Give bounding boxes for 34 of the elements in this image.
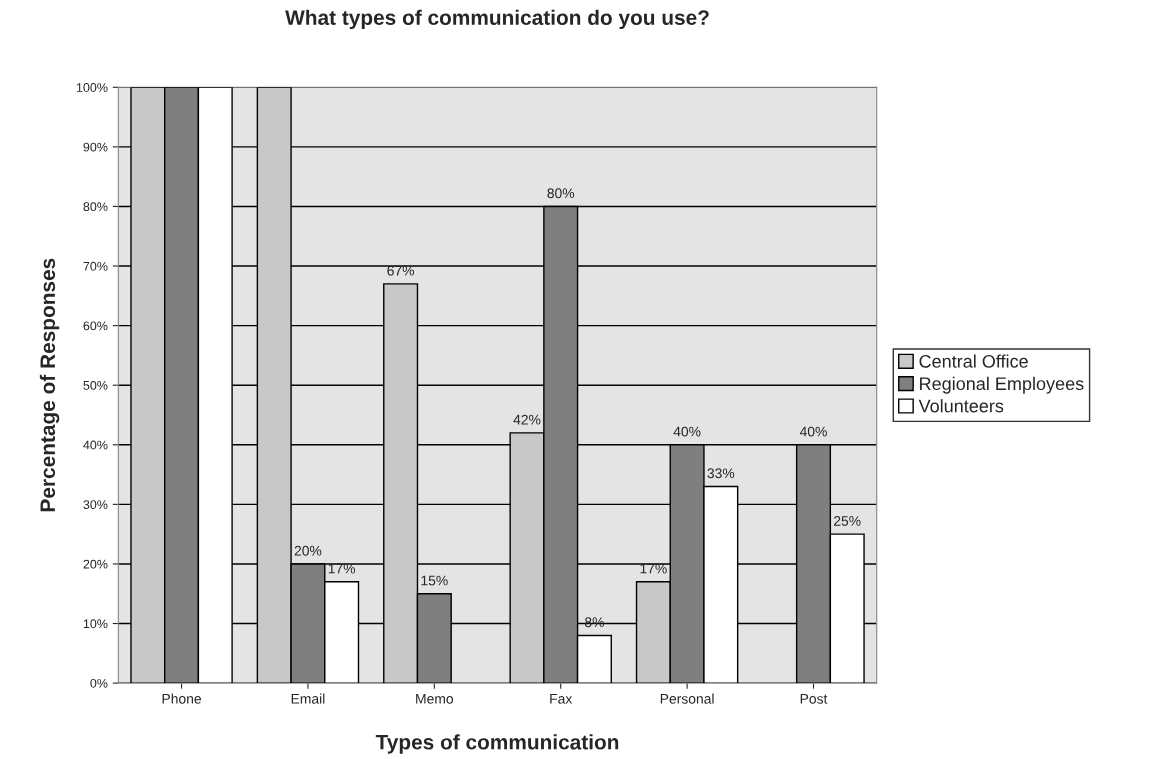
data-label: 17% [640, 563, 667, 574]
y-tick-label: 40% [83, 440, 108, 450]
y-axis-title: Percentage of Responses [39, 258, 60, 512]
x-tick-label: Email [291, 693, 325, 704]
legend-label: Regional Employees [920, 376, 1084, 394]
legend-label: Volunteers [918, 399, 1004, 413]
y-tick-label: 80% [83, 202, 108, 212]
x-axis-title: Types of communication [375, 734, 619, 754]
data-label: 67% [387, 265, 415, 276]
data-label: 20% [294, 545, 322, 556]
x-tick-label: Memo [416, 694, 454, 704]
y-tick-label: 60% [83, 321, 108, 331]
data-label: 80% [547, 188, 575, 199]
data-label: 40% [673, 426, 701, 437]
x-tick-label: Post [800, 694, 828, 704]
legend-label: Central Office [919, 354, 1028, 368]
chart-title: What types of communication do you use? [285, 9, 709, 30]
data-label: 15% [421, 575, 448, 586]
y-tick-label: 50% [83, 380, 108, 390]
data-label: 17% [328, 563, 356, 574]
y-tick-label: 10% [83, 619, 108, 629]
x-tick-label: Personal [660, 693, 714, 704]
y-tick-label: 70% [83, 261, 108, 271]
data-label: 40% [799, 426, 827, 437]
data-label: 42% [513, 414, 541, 425]
y-tick-label: 20% [83, 559, 108, 569]
y-tick-label: 90% [83, 142, 108, 152]
x-tick-label: Phone [162, 693, 202, 704]
y-tick-label: 0% [90, 678, 108, 688]
data-label: 25% [834, 516, 861, 526]
y-tick-label: 30% [83, 500, 108, 510]
data-label: 33% [707, 468, 735, 479]
x-tick-label: Fax [550, 694, 573, 704]
y-tick-label: 100% [76, 83, 108, 92]
